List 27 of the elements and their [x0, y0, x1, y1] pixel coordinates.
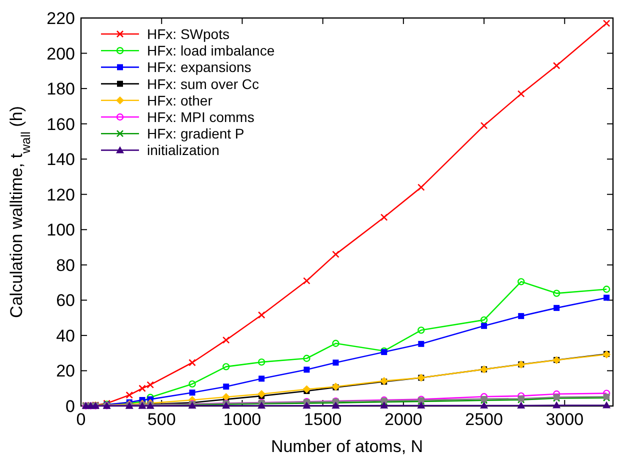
y-tick-label: 200 [46, 44, 75, 64]
y-tick-label: 180 [46, 80, 75, 99]
legend-label: initialization [147, 142, 220, 158]
y-tick-label: 0 [66, 397, 75, 416]
y-tick-label: 160 [46, 114, 75, 134]
legend-label: HFx: other [147, 92, 213, 108]
legend-label: HFx: load imbalance [147, 42, 275, 59]
x-tick-label: 2000 [384, 410, 422, 429]
y-tick-label: 220 [46, 9, 75, 28]
legend-label: HFx: sum over Cc [147, 76, 260, 92]
legend-label: HFx: MPI comms [147, 109, 254, 125]
legend-label: HFx: gradient P [147, 126, 244, 142]
x-tick-label: 1000 [223, 410, 262, 429]
legend-label: HFx: expansions [147, 59, 252, 76]
x-tick-label: 2500 [465, 410, 503, 429]
y-tick-label: 20 [56, 362, 75, 381]
y-tick-label: 140 [46, 150, 75, 170]
x-tick-label: 3000 [546, 410, 584, 429]
y-tick-label: 120 [46, 185, 75, 204]
y-tick-label: 100 [46, 220, 75, 240]
x-tick-label: 500 [147, 410, 176, 429]
y-tick-label: 40 [56, 326, 75, 346]
x-tick-label: 1500 [304, 410, 342, 429]
x-axis-title: Number of atoms, N [270, 437, 424, 456]
y-tick-label: 80 [56, 256, 75, 275]
legend-label: HFx: SWpots [147, 26, 230, 42]
y-tick-label: 60 [56, 291, 75, 310]
